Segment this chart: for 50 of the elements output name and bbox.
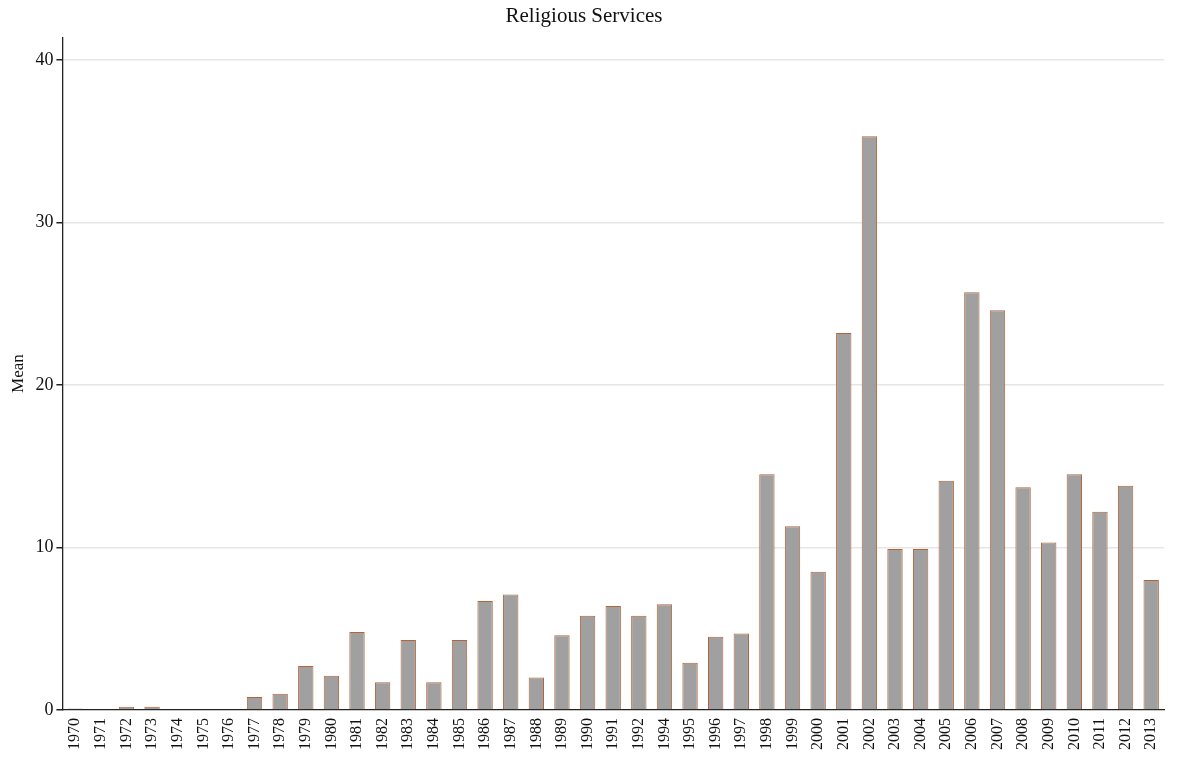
y-tick-label: 40 (35, 48, 54, 69)
x-tick-label: 1987 (500, 718, 518, 750)
x-tick-label: 2006 (962, 718, 980, 750)
x-tick-label: 2013 (1141, 718, 1159, 750)
x-tick-label: 1996 (705, 718, 723, 750)
x-tick-label: 1972 (116, 718, 134, 750)
x-tick-label: 1979 (295, 718, 313, 750)
x-tick-label: 1975 (193, 718, 211, 750)
x-tick-label: 1984 (424, 718, 442, 750)
x-tick-label: 1990 (577, 718, 595, 750)
x-tick-label: 2011 (1090, 718, 1108, 750)
chart-title: Religious Services (505, 3, 663, 28)
y-tick-label: 0 (44, 698, 54, 719)
x-tick-label: 2009 (1038, 718, 1056, 750)
x-tick-label: 2007 (987, 718, 1005, 750)
x-tick-label: 1995 (680, 718, 698, 750)
x-tick-label: 1998 (757, 718, 775, 750)
x-tick-label: 2000 (808, 718, 826, 750)
x-tick-label: 2008 (1013, 718, 1031, 750)
x-tick-label: 1992 (629, 718, 647, 750)
x-tick-label: 2010 (1064, 718, 1082, 750)
x-tick-label: 1980 (321, 718, 339, 750)
y-tick-label: 20 (35, 373, 54, 394)
x-tick-label: 1986 (475, 718, 493, 750)
x-tick-label: 1999 (782, 718, 800, 750)
x-tick-label: 1982 (372, 718, 390, 750)
x-tick-label: 2005 (936, 718, 954, 750)
x-tick-label: 1983 (398, 718, 416, 750)
y-axis-title: Mean (7, 353, 27, 393)
x-tick-label: 2004 (910, 718, 928, 750)
x-tick-label: 1977 (244, 718, 262, 750)
x-tick-label: 2002 (859, 718, 877, 750)
x-tick-label: 1973 (142, 718, 160, 750)
x-tick-label: 1981 (347, 718, 365, 750)
x-tick-label: 1988 (526, 718, 544, 750)
x-tick-label: 2003 (885, 718, 903, 750)
x-tick-label: 2001 (833, 718, 851, 750)
x-tick-label: 1976 (219, 718, 237, 750)
x-tick-label: 1970 (65, 718, 83, 750)
x-tick-label: 1997 (731, 718, 749, 750)
x-tick-label: 1989 (552, 718, 570, 750)
x-tick-label: 1991 (603, 718, 621, 750)
x-tick-label: 1978 (270, 718, 288, 750)
x-tick-label: 1974 (167, 718, 185, 750)
y-tick-label: 10 (35, 536, 54, 557)
x-tick-label: 1994 (654, 718, 672, 750)
x-tick-label: 1971 (91, 718, 109, 750)
x-tick-label: 1985 (449, 718, 467, 750)
y-tick-label: 30 (35, 211, 54, 232)
x-tick-label: 2012 (1115, 718, 1133, 750)
